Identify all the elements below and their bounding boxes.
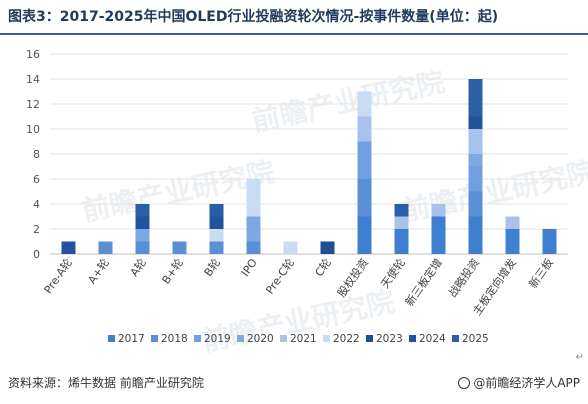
- bar-segment: [468, 79, 483, 117]
- x-category-label: Pre-A轮: [41, 256, 75, 297]
- legend-swatch: [151, 335, 158, 342]
- bar-segment: [172, 241, 187, 254]
- y-tick-label: 2: [33, 223, 40, 236]
- bar-segment: [357, 116, 372, 142]
- y-tick-label: 4: [33, 198, 40, 211]
- source-text: 资料来源：烯牛数据 前瞻产业研究院: [8, 376, 204, 390]
- legend-label: 2025: [462, 333, 489, 345]
- y-tick-label: 14: [26, 73, 40, 86]
- y-tick-label: 16: [26, 48, 40, 61]
- legend-swatch: [323, 335, 330, 342]
- legend-label: 2024: [419, 333, 446, 345]
- bar-segment: [468, 191, 483, 217]
- stacked-bar-chart: 0 2 4 6 8 10 12 14 16 Pre-A轮 A+轮 A轮 B+轮 B轮 IPO Pre-C轮 C轮…: [26, 48, 568, 345]
- legend-label: 2023: [376, 333, 403, 345]
- bar-segment: [505, 216, 520, 229]
- bar-segment: [209, 216, 224, 229]
- x-category-label: 新三板: [526, 256, 556, 291]
- legend-label: 2019: [204, 333, 231, 345]
- legend-swatch: [280, 335, 287, 342]
- x-category-label: IPO: [239, 256, 260, 279]
- x-category-label: A轮: [127, 256, 149, 279]
- title-divider: [0, 33, 588, 35]
- bar-segment: [135, 241, 150, 254]
- x-category-label: 股权投资: [334, 256, 371, 300]
- x-category-label: 天使轮: [378, 256, 408, 291]
- bar-segment: [468, 129, 483, 154]
- bar-segment: [542, 229, 557, 254]
- legend-label: 2018: [161, 333, 188, 345]
- bar-segment: [135, 216, 150, 229]
- legend-label: 2022: [333, 333, 360, 345]
- bar-segment: [246, 179, 261, 217]
- bar-segment: [431, 204, 446, 217]
- legend-label: 2020: [247, 333, 274, 345]
- legend-swatch: [237, 335, 244, 342]
- bar-segment: [394, 216, 409, 229]
- brand-icon: [458, 377, 471, 389]
- bar-segment: [394, 204, 409, 217]
- x-category-label: 战略投资: [445, 256, 482, 300]
- bar-segment: [320, 241, 335, 254]
- y-tick-label: 10: [26, 123, 40, 136]
- x-category-label: 新三板定增: [402, 256, 445, 309]
- y-tick-label: 0: [33, 248, 40, 261]
- bar-segment: [61, 241, 76, 254]
- bar-segment: [98, 241, 113, 254]
- bar-segment: [357, 91, 372, 117]
- bar-segment: [357, 141, 372, 179]
- y-tick-label: 6: [33, 173, 40, 186]
- legend-swatch: [452, 335, 459, 342]
- legend-swatch: [194, 335, 201, 342]
- legend-swatch: [108, 335, 115, 342]
- bar-segment: [357, 216, 372, 254]
- bar-segment: [468, 166, 483, 192]
- bar-segment: [283, 241, 298, 254]
- y-tick-label: 12: [26, 98, 40, 111]
- bar-segment: [246, 241, 261, 254]
- legend-label: 2021: [290, 333, 317, 345]
- y-tick-label: 8: [33, 148, 40, 161]
- legend-label: 2017: [118, 333, 145, 345]
- x-category-label: B轮: [201, 256, 223, 279]
- bar-segment: [135, 229, 150, 242]
- x-category-label: Pre-C轮: [262, 256, 296, 297]
- bar-segment: [209, 204, 224, 217]
- bar-segment: [394, 229, 409, 254]
- bar-segment: [135, 204, 150, 217]
- chart-title: 图表3：2017-2025年中国OLED行业投融资轮次情况-按事件数量(单位：起…: [8, 9, 499, 25]
- bar-segment: [468, 216, 483, 254]
- bar-segment: [505, 229, 520, 254]
- bar-segment: [357, 179, 372, 217]
- bar-segment: [468, 154, 483, 167]
- legend-swatch: [409, 335, 416, 342]
- bar-segment: [209, 229, 224, 242]
- bar-segment: [209, 241, 224, 254]
- legend-swatch: [366, 335, 373, 342]
- x-category-label: B+轮: [159, 256, 186, 287]
- x-category-label: A+轮: [85, 256, 112, 287]
- bar-segment: [246, 216, 261, 242]
- bar-segment: [431, 216, 446, 254]
- brand-credit: @前瞻经济学人APP: [458, 374, 580, 391]
- bar-segment: [468, 116, 483, 129]
- return-mark: ↵: [575, 352, 584, 363]
- x-category-label: C轮: [312, 256, 334, 279]
- brand-text: @前瞻经济学人APP: [473, 376, 580, 390]
